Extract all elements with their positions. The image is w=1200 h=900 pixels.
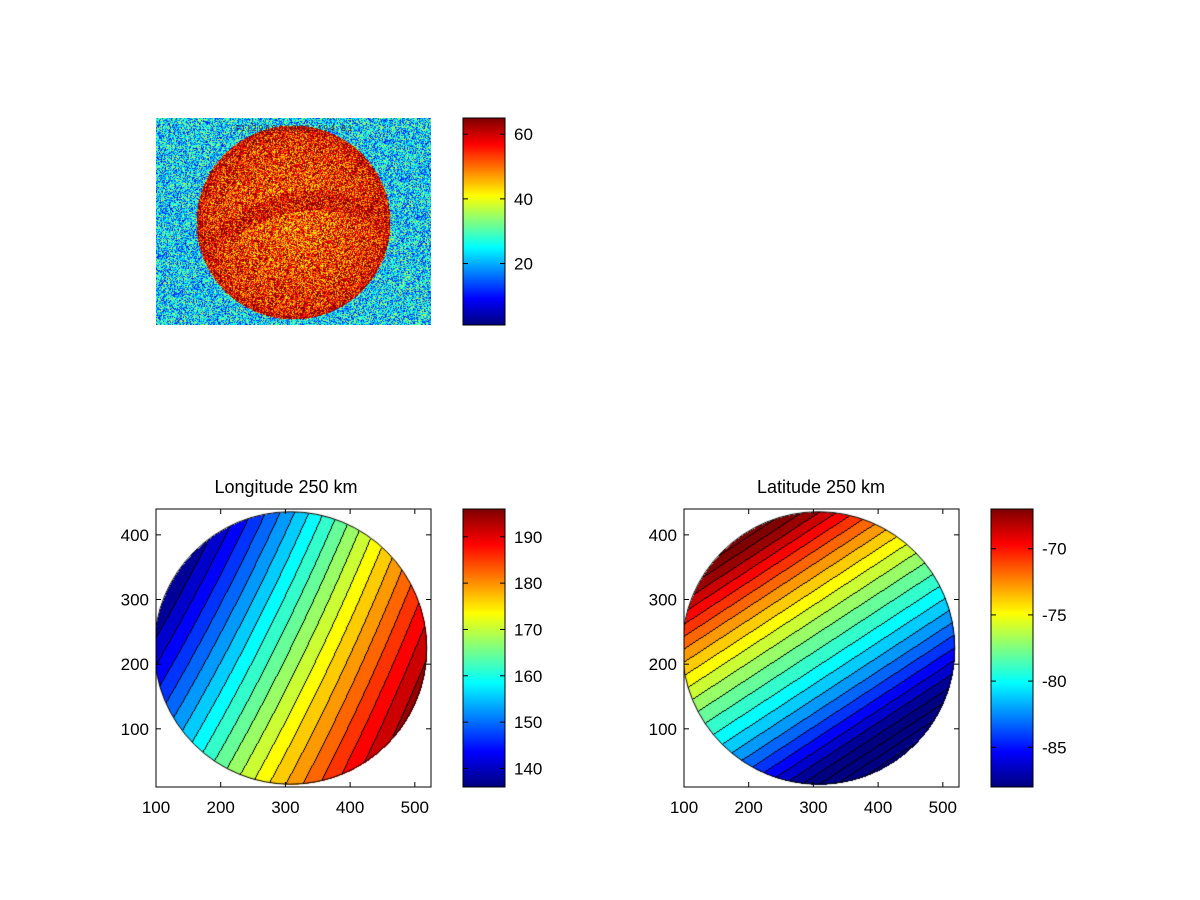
- colorbar-frame: [462, 117, 506, 326]
- colorbar-tick-label: 60: [514, 125, 533, 144]
- colorbar-tick-label: -70: [1042, 540, 1067, 559]
- axes-frame: [683, 508, 960, 788]
- colorbar-tick-label: -80: [1042, 672, 1067, 691]
- x-tick-label: 500: [401, 798, 429, 817]
- axes-frame: [155, 508, 432, 788]
- longitude-panel: Longitude 250 km 100 200 300 400 500 100 200 30…: [121, 477, 543, 817]
- colorbar-gradient: [991, 509, 1033, 787]
- latitude-panel: Latitude 250 km 100 200 300 400 500 100 200 300…: [649, 477, 1067, 817]
- y-tick-label: 100: [121, 720, 149, 739]
- colorbar-tick-label: 150: [514, 713, 542, 732]
- y-tick-label: 300: [649, 591, 677, 610]
- latitude-title: Latitude 250 km: [757, 477, 885, 497]
- colorbar-tick-label: 20: [514, 255, 533, 274]
- x-tick-label: 500: [929, 798, 957, 817]
- x-tick-label: 200: [735, 798, 763, 817]
- colorbar-frame: [990, 508, 1034, 788]
- y-tick-label: 400: [121, 526, 149, 545]
- x-tick-label: 200: [207, 798, 235, 817]
- colorbar-tick-label: -75: [1042, 606, 1067, 625]
- colorbar-gradient: [463, 509, 505, 787]
- colorbar-tick-label: 180: [514, 574, 542, 593]
- colorbar-tick-label: 190: [514, 528, 542, 547]
- x-tick-label: 300: [799, 798, 827, 817]
- longitude-axes: 100 200 300 400 500 100 200 300 400: [121, 508, 432, 817]
- latitude-axes: 100 200 300 400 500 100 200 300 400: [649, 508, 960, 817]
- raw-colorbar: 20 40 60: [462, 117, 533, 326]
- colorbar-tick-label: 170: [514, 620, 542, 639]
- colorbar-frame: [462, 508, 506, 788]
- x-tick-label: 400: [864, 798, 892, 817]
- latitude-contour-map: [684, 509, 959, 787]
- raw-image-header-text: F1 | 2 9 8 0 0 0 0 0 0 - 4 9 4 . 8 1: [236, 124, 353, 133]
- x-tick-label: 100: [670, 798, 698, 817]
- y-tick-label: 100: [649, 720, 677, 739]
- y-tick-label: 400: [649, 526, 677, 545]
- x-tick-label: 300: [271, 798, 299, 817]
- latitude-colorbar: -85 -80 -75 -70: [990, 508, 1067, 788]
- colorbar-tick-label: 160: [514, 667, 542, 686]
- colorbar-tick-label: 40: [514, 190, 533, 209]
- colorbar-gradient: [463, 118, 505, 325]
- colorbar-tick-label: -85: [1042, 738, 1067, 757]
- raw-image-panel: F1 | 2 9 8 0 0 0 0 0 0 - 4 9 4 . 8 1 20 4…: [156, 117, 533, 326]
- y-tick-label: 200: [121, 655, 149, 674]
- colorbar-tick-label: 140: [514, 759, 542, 778]
- y-tick-label: 300: [121, 591, 149, 610]
- longitude-colorbar: 140 150 160 170 180 190: [462, 508, 542, 788]
- longitude-contour-map: [156, 509, 431, 787]
- longitude-title: Longitude 250 km: [214, 477, 357, 497]
- x-tick-label: 400: [336, 798, 364, 817]
- raw-image-heatmap: [156, 118, 431, 325]
- x-tick-label: 100: [142, 798, 170, 817]
- y-tick-label: 200: [649, 655, 677, 674]
